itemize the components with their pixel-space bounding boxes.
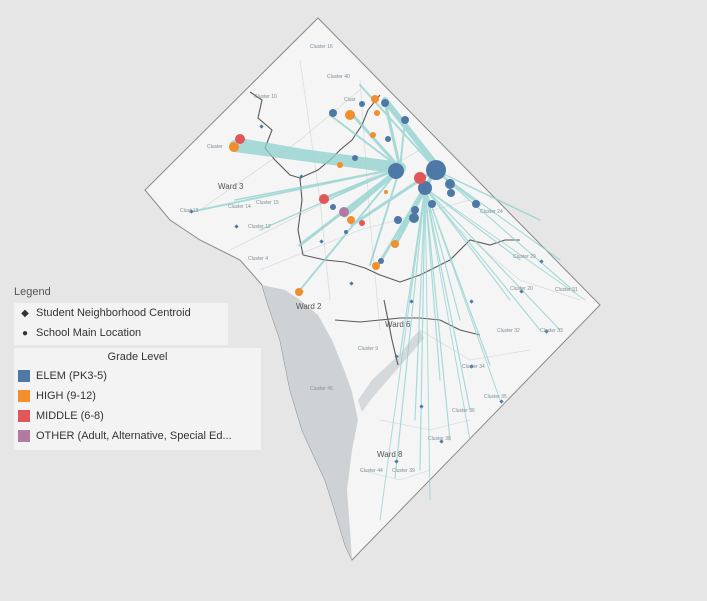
cluster-label: Cluster 38 [428,436,451,442]
cluster-label: Clust 13 [180,208,199,214]
color-swatch [18,410,30,422]
legend-item-other[interactable]: OTHER (Adult, Alternative, Special Ed... [14,426,261,446]
legend-label: MIDDLE (6-8) [36,410,104,422]
ward-8-label: Ward 8 [377,450,403,459]
cluster-label: Cluster 36 [452,408,475,414]
color-swatch [18,390,30,402]
ward-borders [249,91,520,366]
circle-icon: ● [21,327,29,339]
cluster-label: Cluster [207,144,223,150]
cluster-label: Cluster 32 [497,328,520,334]
student-flow-lines [189,84,586,521]
cluster-label: Cluster 29 [513,254,536,260]
legend-item-centroid: ◆ Student Neighborhood Centroid [14,303,228,323]
anacostia-river [358,330,424,412]
neighborhood-centroids [189,111,549,464]
legend-label: HIGH (9-12) [36,390,96,402]
legend-label: School Main Location [36,327,142,339]
cluster-label: Cluster 31 [555,287,578,293]
legend-title: Legend [14,286,51,298]
cluster-label: Cluster 44 [360,468,383,474]
cluster-label: Cluster 39 [392,468,415,474]
cluster-label: Cluster 15 [256,200,279,206]
legend-item-middle[interactable]: MIDDLE (6-8) [14,406,261,426]
color-swatch [18,430,30,442]
cluster-label: Cluster 16 [310,44,333,50]
ward-3-label: Ward 3 [218,182,244,191]
school-markers [229,95,480,296]
legend-item-elem[interactable]: ELEM (PK3-5) [14,366,261,386]
shape-legend: ◆ Student Neighborhood Centroid ● School… [14,303,228,345]
cluster-label: Cluster 14 [228,204,251,210]
color-swatch [18,370,30,382]
ward-2-label: Ward 2 [296,302,322,311]
cluster-label: Cluster 45 [310,386,333,392]
grade-level-legend: Grade Level ELEM (PK3-5) HIGH (9-12) MID… [14,348,261,450]
legend-label: Student Neighborhood Centroid [36,307,191,319]
cluster-label: Cluster 4 [248,256,268,262]
potomac-river [262,285,358,560]
cluster-label: Cluster 24 [480,209,503,215]
cluster-label: Cluster 9 [358,346,378,352]
legend-label: ELEM (PK3-5) [36,370,107,382]
diamond-icon: ◆ [21,307,29,319]
cluster-label: Cluster 12 [248,224,271,230]
legend-label: OTHER (Adult, Alternative, Special Ed... [36,430,232,442]
cluster-label: Cluster 20 [510,286,533,292]
legend-item-high[interactable]: HIGH (9-12) [14,386,261,406]
cluster-label: Cluster 10 [254,94,277,100]
cluster-label: Cluster 34 [462,364,485,370]
cluster-label: Clust [344,97,356,103]
cluster-label: Cluster 40 [327,74,350,80]
cluster-label: Cluster 33 [540,328,563,334]
grade-level-title: Grade Level [107,351,168,363]
cluster-labels: Cluster 16 Cluster 40 Cluster 10 Clust C… [180,44,578,474]
ward-6-label: Ward 6 [385,320,411,329]
legend-item-school: ● School Main Location [14,323,228,343]
cluster-label: Cluster 35 [484,394,507,400]
